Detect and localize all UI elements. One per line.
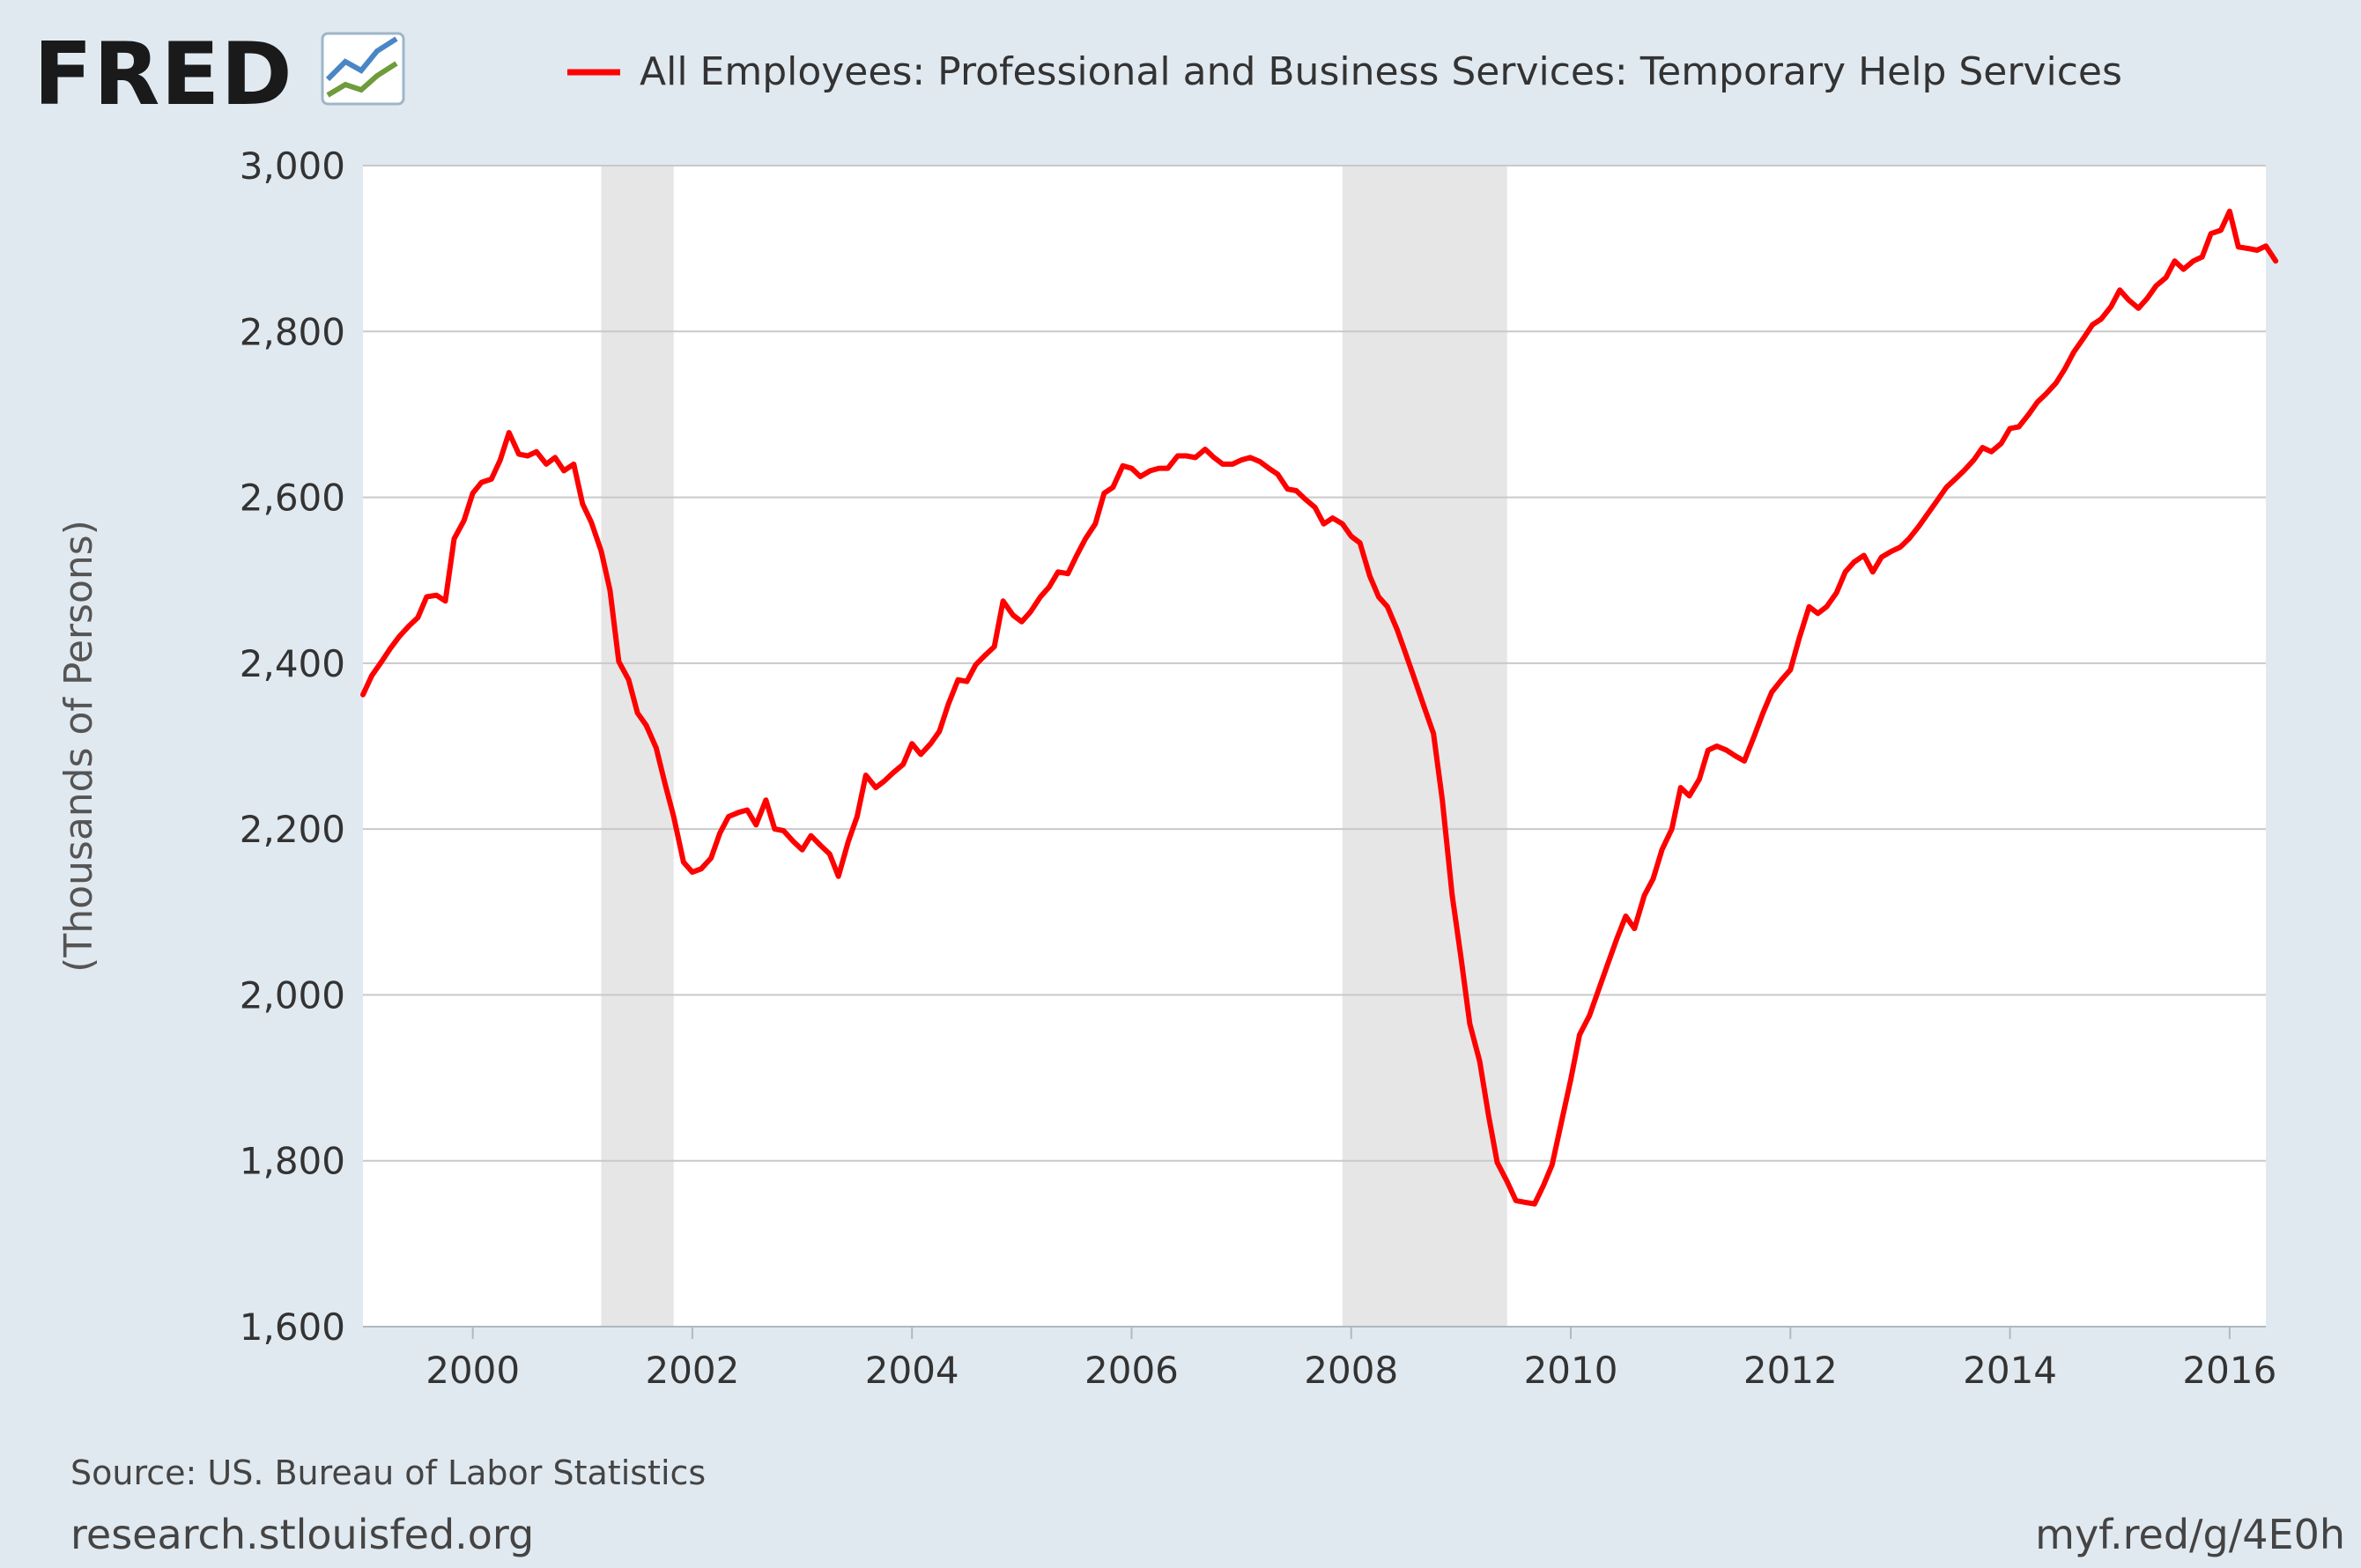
x-tick-label: 2008 xyxy=(1304,1349,1398,1392)
y-tick-label: 2,800 xyxy=(240,310,345,353)
y-tick-label: 2,600 xyxy=(240,477,345,520)
legend: All Employees: Professional and Business… xyxy=(567,49,2122,94)
x-tick-label: 2006 xyxy=(1084,1349,1179,1392)
x-tick-label: 2002 xyxy=(645,1349,739,1392)
series-line-0[interactable] xyxy=(360,208,2279,1207)
y-tick-label: 2,200 xyxy=(240,808,345,851)
series-layer xyxy=(360,208,2279,1207)
y-tick-label: 3,000 xyxy=(240,144,345,188)
y-tick-label: 2,400 xyxy=(240,642,345,685)
x-axis-ticks: 2000 2002 2004 2006 2008 2010 2012 2014 2016 xyxy=(426,1327,2276,1392)
x-tick-label: 2000 xyxy=(426,1349,520,1392)
plot-area xyxy=(363,166,2266,1327)
y-tick-label: 2,000 xyxy=(240,973,345,1017)
y-axis-ticks: 1,600 1,800 2,000 2,200 2,400 2,600 2,800 3,000 xyxy=(240,144,345,1349)
recession-band-1 xyxy=(1342,166,1507,1327)
fred-logo[interactable]: FRED xyxy=(33,25,405,125)
source-note: Source: US. Bureau of Labor Statistics xyxy=(70,1453,706,1492)
site-link[interactable]: research.stlouisfed.org xyxy=(70,1511,534,1558)
x-tick-label: 2016 xyxy=(2182,1349,2276,1392)
recession-band-0 xyxy=(601,166,674,1327)
y-tick-label: 1,600 xyxy=(240,1305,345,1349)
y-axis-label: (Thousands of Persons) xyxy=(56,520,101,973)
x-tick-label: 2010 xyxy=(1524,1349,1618,1392)
fred-logo-graph-icon xyxy=(321,32,405,106)
legend-label: All Employees: Professional and Business… xyxy=(640,49,2122,94)
gridlines xyxy=(363,165,2266,1162)
short-url-link[interactable]: myf.red/g/4E0h xyxy=(2035,1511,2345,1558)
x-tick-label: 2012 xyxy=(1743,1349,1838,1392)
x-tick-label: 2014 xyxy=(1963,1349,2057,1392)
x-tick-label: 2004 xyxy=(865,1349,959,1392)
y-tick-label: 1,800 xyxy=(240,1140,345,1183)
fred-logo-text: FRED xyxy=(33,25,293,125)
recession-shading xyxy=(601,166,1507,1327)
